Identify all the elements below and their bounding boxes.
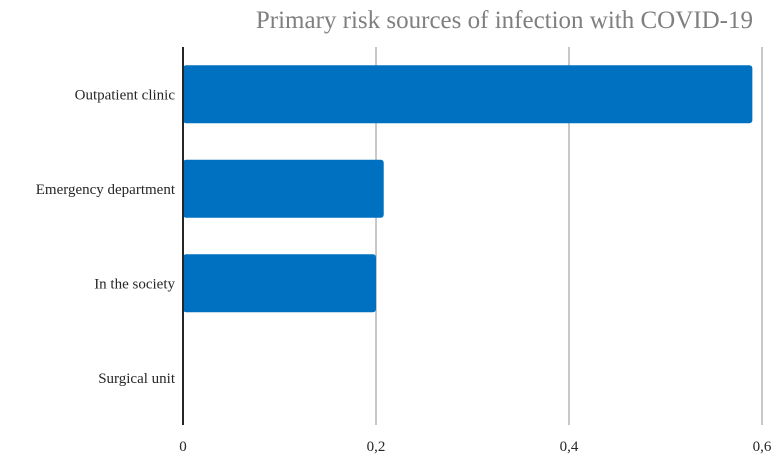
bar bbox=[183, 65, 753, 124]
x-tick-label: 0,6 bbox=[753, 439, 772, 455]
bar bbox=[183, 159, 384, 218]
bars bbox=[183, 65, 753, 313]
value-tick-labels: 0 0,2 0,4 0,6 bbox=[179, 439, 772, 455]
chart-title: Primary risk sources of infection with C… bbox=[256, 7, 753, 34]
bar bbox=[183, 254, 376, 313]
x-tick-label: 0 bbox=[179, 439, 187, 455]
category-labels: Outpatient clinic Emergency department In … bbox=[36, 87, 176, 387]
category-label: Outpatient clinic bbox=[75, 87, 176, 103]
x-tick-label: 0,2 bbox=[367, 439, 386, 455]
x-tick-label: 0,4 bbox=[560, 439, 579, 455]
category-label: Emergency department bbox=[36, 182, 176, 198]
category-label: Surgical unit bbox=[98, 371, 176, 387]
category-label: In the society bbox=[94, 276, 175, 292]
